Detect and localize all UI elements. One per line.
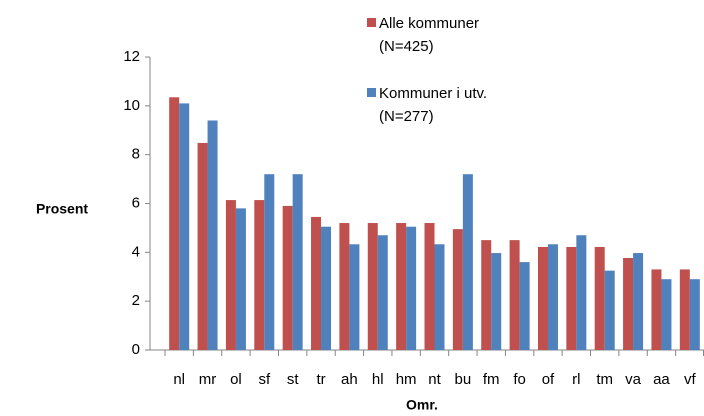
x-tick-label: vf (684, 371, 697, 388)
bar (604, 270, 615, 350)
x-tick-label: nl (173, 371, 185, 388)
legend-item: Alle kommuner (N=425) (367, 12, 497, 58)
bar (452, 229, 463, 350)
bar (689, 279, 700, 350)
x-tick-label: bu (455, 371, 472, 388)
bar (633, 253, 644, 350)
bar (235, 208, 246, 350)
y-tick-label: 10 (123, 97, 140, 114)
x-tick-label: fm (483, 371, 500, 388)
legend-swatch (367, 88, 376, 97)
bar (179, 103, 190, 351)
legend-label: Alle kommuner (N=425) (379, 15, 480, 55)
x-tick-label: nt (428, 371, 441, 388)
bar (594, 246, 605, 350)
bar (519, 262, 530, 350)
x-tick-label: st (287, 371, 300, 388)
legend-item: Kommuner i utv. (N=277) (367, 82, 497, 128)
bar (679, 269, 690, 350)
bar (292, 174, 303, 350)
bar (349, 244, 360, 350)
bar (406, 226, 417, 350)
x-tick-label: ah (341, 371, 358, 388)
bar (339, 223, 350, 350)
x-tick-label: rl (572, 371, 580, 388)
bar (321, 226, 332, 350)
x-tick-label: of (542, 371, 555, 388)
y-tick-label: 6 (132, 194, 140, 211)
bar (282, 205, 293, 350)
bar (576, 235, 587, 350)
bar (169, 97, 180, 350)
y-tick-label: 2 (132, 292, 140, 309)
x-tick-label: sf (258, 371, 271, 388)
bar (264, 174, 275, 350)
bar (566, 246, 577, 350)
bar (424, 223, 435, 350)
bar (661, 279, 672, 350)
y-tick-label: 4 (132, 243, 140, 260)
y-axis-title: Prosent (36, 201, 88, 217)
bar (207, 120, 218, 350)
bar (623, 257, 634, 350)
bar (509, 240, 520, 350)
x-axis-title: Omr. (406, 397, 438, 413)
x-tick-label: mr (199, 371, 217, 388)
x-tick-label: hl (372, 371, 384, 388)
x-tick-label: hm (396, 371, 417, 388)
x-tick-label: ol (230, 371, 242, 388)
bar (547, 244, 558, 350)
bar (462, 174, 473, 350)
x-tick-label: fo (513, 371, 526, 388)
y-tick-label: 12 (123, 48, 140, 65)
bar (254, 200, 265, 350)
x-tick-label: tr (316, 371, 325, 388)
bar (396, 223, 407, 350)
legend-label: Kommuner i utv. (N=277) (379, 85, 488, 125)
legend-swatch (367, 18, 376, 27)
y-tick-label: 8 (132, 146, 140, 163)
bar (225, 200, 236, 350)
bar (537, 246, 548, 350)
bar (367, 223, 378, 350)
x-tick-label: aa (653, 371, 670, 388)
bar (311, 216, 322, 350)
x-tick-label: va (625, 371, 642, 388)
bar (491, 253, 502, 350)
bar (481, 240, 492, 350)
bar (197, 142, 208, 350)
bar (434, 244, 445, 350)
bar (651, 269, 662, 350)
x-tick-label: tm (596, 371, 613, 388)
bar (377, 235, 388, 350)
y-tick-label: 0 (132, 341, 140, 358)
